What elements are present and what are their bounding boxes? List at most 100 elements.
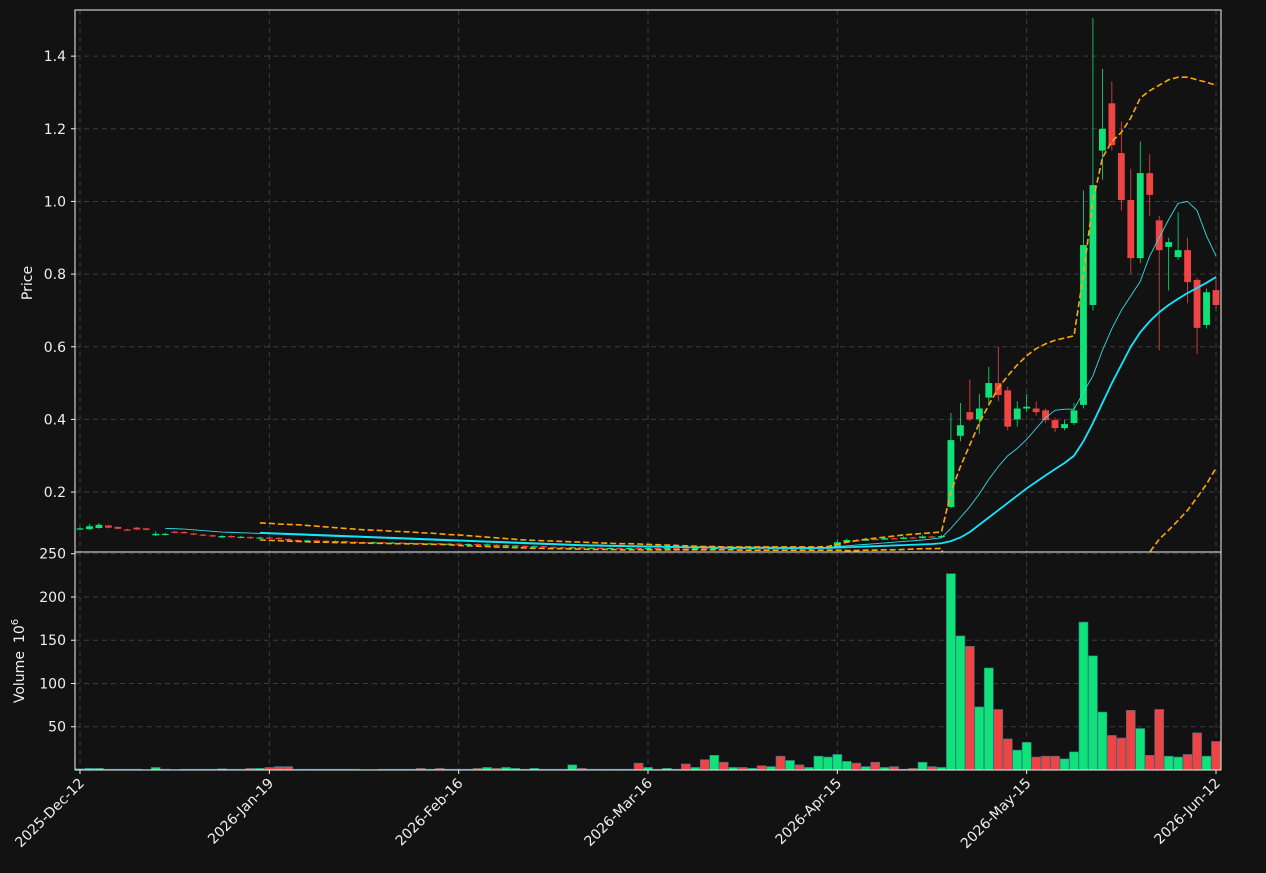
candle-body — [663, 548, 671, 550]
candle-body — [956, 425, 964, 436]
candle-body — [540, 546, 548, 548]
candle-body — [275, 537, 283, 540]
volume-bar — [1040, 755, 1051, 771]
y-tick-label: 1.0 — [44, 194, 66, 210]
candle-body — [672, 548, 680, 550]
volume-bar — [756, 765, 767, 771]
candle-body — [1032, 408, 1040, 413]
volume-bar — [841, 761, 852, 771]
candle-body — [578, 547, 586, 549]
y-tick-label: 250 — [39, 547, 66, 563]
volume-bar — [766, 766, 776, 771]
candle-body — [171, 531, 179, 533]
y-tick-label: 0.6 — [44, 340, 66, 356]
volume-bar — [974, 706, 985, 771]
volume-bar — [567, 764, 578, 771]
volume-bar — [946, 573, 956, 771]
candle-body — [521, 545, 529, 548]
candle-body — [322, 540, 330, 542]
candle-body — [114, 526, 122, 529]
candle-body — [417, 542, 425, 545]
candle-body — [1061, 424, 1068, 429]
candle-body — [246, 537, 254, 539]
candle-body — [1203, 292, 1210, 325]
candle-body — [710, 548, 718, 550]
candle-body — [474, 544, 482, 546]
overlay-line — [259, 76, 1217, 548]
candle-body — [426, 543, 434, 545]
volume-bar — [1154, 709, 1165, 771]
candle-body — [1212, 290, 1220, 305]
candle-body — [180, 532, 188, 534]
overlays — [165, 76, 1217, 552]
candle-body — [985, 383, 993, 398]
y-tick-label: 100 — [39, 676, 66, 692]
volume-bar — [1050, 755, 1060, 771]
volume-bar — [1173, 756, 1183, 771]
volume-bar — [633, 762, 644, 771]
candles — [76, 17, 1220, 550]
y-tick-label: 200 — [39, 590, 66, 606]
candle-body — [1051, 420, 1059, 429]
candle-body — [1117, 153, 1125, 200]
candle-body — [1070, 410, 1078, 424]
candle-body — [1184, 250, 1192, 283]
candle-body — [95, 524, 103, 529]
volume-bar — [870, 761, 881, 771]
volume-bar — [794, 764, 805, 771]
volume-bar — [1211, 741, 1221, 771]
candle-body — [568, 547, 576, 549]
candle-body — [133, 527, 141, 530]
candle-body — [190, 533, 198, 535]
candle-body — [228, 536, 235, 538]
volume-bars — [75, 573, 1221, 771]
candle-body — [341, 541, 349, 543]
volume-bar — [1078, 621, 1089, 771]
volume-bar — [832, 754, 843, 771]
candle-body — [294, 540, 302, 542]
candle-body — [512, 545, 519, 547]
volume-bar — [1002, 738, 1013, 771]
candle-body — [76, 528, 84, 530]
volume-bar — [1097, 711, 1108, 771]
volume-bar — [983, 667, 994, 771]
y-tick-label: 150 — [39, 633, 66, 649]
candle-body — [237, 536, 245, 538]
candle-body — [900, 537, 908, 539]
y-tick-label: 1.2 — [44, 122, 66, 138]
candle-body — [928, 536, 936, 538]
candle-body — [549, 546, 557, 549]
candle-body — [606, 548, 614, 550]
candle-body — [739, 548, 747, 550]
candle-body — [1136, 173, 1144, 259]
volume-bar — [1088, 655, 1098, 771]
candle-body — [1155, 220, 1163, 251]
volume-bar — [283, 766, 294, 771]
volume-bar — [1116, 737, 1127, 771]
price-axis-label: Price — [20, 266, 36, 300]
candle-body — [975, 408, 983, 420]
candle-body — [1013, 408, 1021, 420]
candle-body — [436, 543, 444, 545]
volume-bar — [860, 766, 871, 771]
candle-body — [767, 548, 775, 550]
volume-bar — [993, 709, 1004, 771]
volume-bar — [1182, 754, 1193, 771]
candle-body — [1193, 279, 1201, 328]
volume-bar — [273, 766, 284, 771]
volume-bar — [1059, 758, 1070, 771]
volume-bar — [699, 759, 710, 771]
candle-body — [616, 548, 624, 550]
volume-bar — [1163, 755, 1174, 771]
grid — [75, 10, 1221, 770]
candle-body — [493, 544, 500, 546]
candle-body — [890, 538, 898, 540]
candle-body — [691, 548, 699, 550]
candle-body — [455, 543, 463, 545]
candle-body — [909, 537, 917, 539]
volume-bar — [1135, 728, 1146, 771]
candle-body — [332, 541, 340, 543]
candle-body — [871, 538, 879, 541]
candle-body — [218, 536, 226, 538]
